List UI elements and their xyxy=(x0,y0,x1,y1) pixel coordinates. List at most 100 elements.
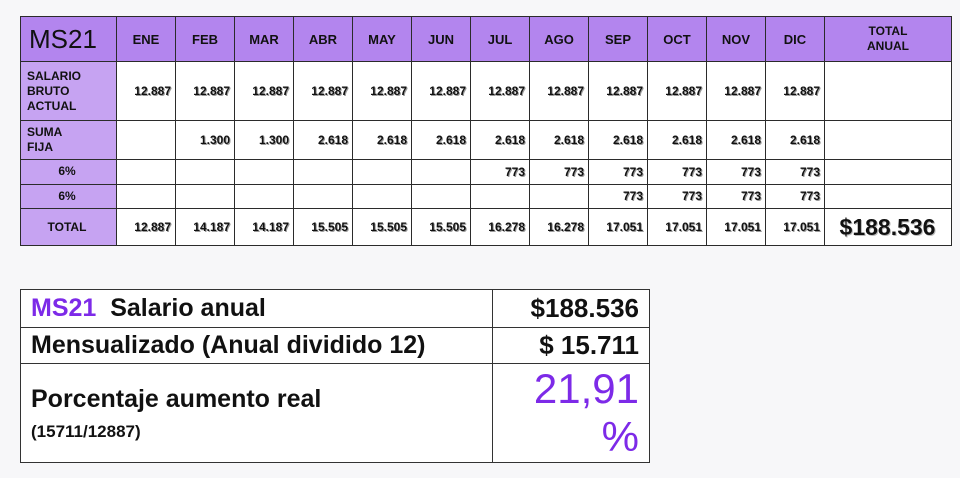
cell-value: 12.887 xyxy=(529,60,589,122)
cell-value xyxy=(293,159,353,185)
row-label-line: SUMA xyxy=(27,125,63,140)
cell-value xyxy=(116,120,176,161)
summary-table: MS21 Salario anual $188.536 Mensualizado… xyxy=(20,289,650,463)
cell-value: 2.618 xyxy=(588,120,648,161)
cell-value: 17.051 xyxy=(588,208,648,246)
monthly-salary-table: MS21 ENE FEB MAR ABR MAY JUN JUL AGO SEP… xyxy=(20,16,952,246)
cell-value: 12.887 xyxy=(116,60,176,122)
month-header: NOV xyxy=(706,16,766,62)
summary-label: Porcentaje aumento real (15711/12887) xyxy=(20,363,493,463)
cell-value: 17.051 xyxy=(706,208,766,246)
total-anual-header: TOTAL ANUAL xyxy=(824,16,952,62)
cell-value: 17.051 xyxy=(647,208,707,246)
cell-value: 12.887 xyxy=(293,60,353,122)
cell-value xyxy=(234,183,294,210)
summary-label: Mensualizado (Anual dividido 12) xyxy=(20,327,493,364)
cell-value: 14.187 xyxy=(234,208,294,246)
cell-value: 773 xyxy=(706,159,766,185)
cell-value: 2.618 xyxy=(647,120,707,161)
brand-label: MS21 xyxy=(31,294,97,322)
cell-value: 15.505 xyxy=(411,208,471,246)
cell-value xyxy=(116,159,176,185)
month-header: ENE xyxy=(116,16,176,62)
cell-value: 773 xyxy=(706,183,766,210)
cell-value: 2.618 xyxy=(529,120,589,161)
cell-value: 2.618 xyxy=(352,120,412,161)
cell-value: 12.887 xyxy=(175,60,235,122)
cell-value: 17.051 xyxy=(765,208,825,246)
summary-row-percentage: Porcentaje aumento real (15711/12887) 21… xyxy=(20,363,650,463)
summary-label-text: Salario anual xyxy=(110,294,266,322)
table-row: 6% 773 773 773 773 773 773 xyxy=(20,159,952,185)
summary-label-text: Porcentaje aumento real xyxy=(31,384,322,413)
cell-value: 773 xyxy=(647,183,707,210)
cell-value: 16.278 xyxy=(529,208,589,246)
row-label: SALARIO BRUTO ACTUAL xyxy=(20,60,117,122)
cell-value: 1.300 xyxy=(175,120,235,161)
cell-value: 12.887 xyxy=(411,60,471,122)
month-header: MAR xyxy=(234,16,294,62)
total-header-line: TOTAL xyxy=(868,24,908,38)
cell-value: 773 xyxy=(588,159,648,185)
cell-value xyxy=(411,159,471,185)
row-total xyxy=(824,183,952,210)
cell-value xyxy=(175,159,235,185)
table-header-row: MS21 ENE FEB MAR ABR MAY JUN JUL AGO SEP… xyxy=(20,16,952,62)
row-label-line: ACTUAL xyxy=(27,98,77,113)
month-header: JUL xyxy=(470,16,530,62)
month-header: ABR xyxy=(293,16,353,62)
cell-value: 773 xyxy=(765,159,825,185)
cell-value: 2.618 xyxy=(706,120,766,161)
row-label: TOTAL xyxy=(20,208,117,246)
row-label: 6% xyxy=(20,183,117,210)
row-total xyxy=(824,60,952,122)
total-header-line: ANUAL xyxy=(867,39,909,53)
row-label-line: FIJA xyxy=(27,140,54,155)
month-header: JUN xyxy=(411,16,471,62)
cell-value: 2.618 xyxy=(411,120,471,161)
cell-value: 2.618 xyxy=(765,120,825,161)
table-row-total: TOTAL 12.887 14.187 14.187 15.505 15.505… xyxy=(20,208,952,246)
cell-value: 12.887 xyxy=(352,60,412,122)
row-label: 6% xyxy=(20,159,117,185)
cell-value: 12.887 xyxy=(116,208,176,246)
cell-value: 773 xyxy=(529,159,589,185)
cell-value: 2.618 xyxy=(293,120,353,161)
cell-value: 12.887 xyxy=(470,60,530,122)
summary-value-annual: $188.536 xyxy=(492,289,650,328)
cell-value: 16.278 xyxy=(470,208,530,246)
cell-value: 12.887 xyxy=(588,60,648,122)
month-header: DIC xyxy=(765,16,825,62)
cell-value xyxy=(293,183,353,210)
grand-total: $188.536 xyxy=(824,208,952,246)
cell-value: 12.887 xyxy=(706,60,766,122)
summary-value-percentage: 21,91 % xyxy=(492,363,650,463)
cell-value: 2.618 xyxy=(470,120,530,161)
month-header: AGO xyxy=(529,16,589,62)
row-total xyxy=(824,159,952,185)
cell-value: 773 xyxy=(765,183,825,210)
row-label-line: SALARIO xyxy=(27,68,81,83)
table-row: SALARIO BRUTO ACTUAL 12.887 12.887 12.88… xyxy=(20,60,952,122)
cell-value: 15.505 xyxy=(293,208,353,246)
cell-value xyxy=(352,159,412,185)
row-label: SUMA FIJA xyxy=(20,120,117,161)
table-row: SUMA FIJA 1.300 1.300 2.618 2.618 2.618 … xyxy=(20,120,952,161)
summary-label: MS21 Salario anual xyxy=(20,289,493,328)
row-total xyxy=(824,120,952,161)
cell-value: 12.887 xyxy=(765,60,825,122)
summary-value-monthly: $ 15.711 xyxy=(492,327,650,364)
month-header: MAY xyxy=(352,16,412,62)
cell-value xyxy=(411,183,471,210)
cell-value: 773 xyxy=(647,159,707,185)
cell-value: 14.187 xyxy=(175,208,235,246)
summary-row-annual: MS21 Salario anual $188.536 xyxy=(20,289,650,328)
cell-value xyxy=(175,183,235,210)
cell-value: 1.300 xyxy=(234,120,294,161)
cell-value xyxy=(470,183,530,210)
cell-value: 773 xyxy=(588,183,648,210)
month-header: FEB xyxy=(175,16,235,62)
row-label-line: BRUTO xyxy=(27,83,70,98)
table-row: 6% 773 773 773 773 xyxy=(20,183,952,210)
cell-value xyxy=(529,183,589,210)
